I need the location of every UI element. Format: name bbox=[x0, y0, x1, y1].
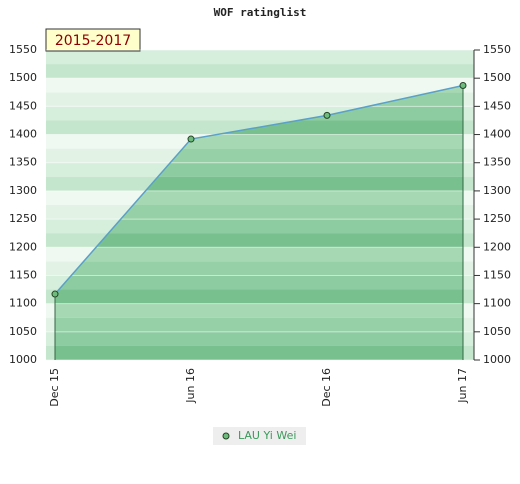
annotation-box bbox=[45, 28, 141, 52]
x-tick-label: Jun 17 bbox=[456, 368, 469, 404]
y2-tick-label: 1500 bbox=[483, 71, 511, 84]
point bbox=[323, 111, 331, 119]
legend-label: LAU Yi Wei bbox=[238, 429, 296, 442]
band bbox=[55, 303, 463, 318]
band bbox=[46, 78, 474, 93]
y2-tick-label: 1350 bbox=[483, 156, 511, 169]
y2-tick-label: 1000 bbox=[483, 353, 511, 366]
chart-title: WOF ratinglist bbox=[214, 6, 307, 19]
line bbox=[54, 84, 464, 295]
legend-marker bbox=[222, 432, 230, 440]
band bbox=[55, 190, 463, 205]
band bbox=[46, 92, 474, 107]
band bbox=[55, 331, 463, 346]
band bbox=[55, 219, 463, 234]
y2-tick-label: 1550 bbox=[483, 43, 511, 56]
y-tick-label: 1450 bbox=[9, 99, 37, 112]
y-tick-label: 1400 bbox=[9, 128, 37, 141]
y-tick-label: 1050 bbox=[9, 325, 37, 338]
y-tick-label: 1500 bbox=[9, 71, 37, 84]
annotation: 2015-2017 bbox=[55, 33, 131, 49]
y-tick-label: 1300 bbox=[9, 184, 37, 197]
legend bbox=[213, 427, 306, 445]
band bbox=[55, 176, 463, 191]
y-tick-label: 1250 bbox=[9, 212, 37, 225]
band bbox=[55, 205, 463, 220]
band bbox=[55, 345, 463, 360]
band bbox=[55, 261, 463, 276]
y-tick-label: 1200 bbox=[9, 240, 37, 253]
band bbox=[46, 50, 474, 65]
y2-tick-label: 1300 bbox=[483, 184, 511, 197]
y-tick-label: 1000 bbox=[9, 353, 37, 366]
y2-tick-label: 1100 bbox=[483, 297, 511, 310]
y-tick-label: 1550 bbox=[9, 43, 37, 56]
y2-tick-label: 1150 bbox=[483, 268, 511, 281]
band bbox=[46, 64, 474, 79]
point bbox=[459, 82, 467, 90]
y-tick-label: 1100 bbox=[9, 297, 37, 310]
y-tick-label: 1350 bbox=[9, 156, 37, 169]
band bbox=[55, 317, 463, 332]
y2-tick-label: 1050 bbox=[483, 325, 511, 338]
band bbox=[55, 275, 463, 290]
x-tick-label: Jun 16 bbox=[184, 368, 197, 404]
x-tick-label: Dec 15 bbox=[48, 368, 61, 407]
y2-tick-label: 1250 bbox=[483, 212, 511, 225]
point bbox=[51, 290, 59, 298]
point bbox=[187, 135, 195, 143]
band bbox=[55, 247, 463, 262]
y2-tick-label: 1450 bbox=[483, 99, 511, 112]
band bbox=[55, 233, 463, 248]
y-tick-label: 1150 bbox=[9, 268, 37, 281]
y2-tick-label: 1200 bbox=[483, 240, 511, 253]
band bbox=[55, 289, 463, 304]
x-tick-label: Dec 16 bbox=[320, 368, 333, 407]
y2-tick-label: 1400 bbox=[483, 128, 511, 141]
